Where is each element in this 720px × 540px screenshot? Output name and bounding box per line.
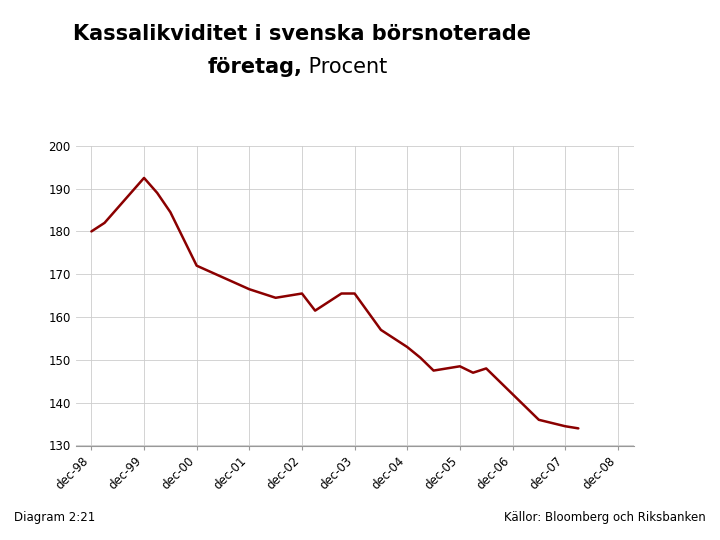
Text: företag,: företag, — [207, 57, 302, 77]
Text: Kassalikviditet i svenska börsnoterade: Kassalikviditet i svenska börsnoterade — [73, 24, 531, 44]
Text: Diagram 2:21: Diagram 2:21 — [14, 511, 96, 524]
Text: Procent: Procent — [302, 57, 387, 77]
Text: Källor: Bloomberg och Riksbanken: Källor: Bloomberg och Riksbanken — [504, 511, 706, 524]
